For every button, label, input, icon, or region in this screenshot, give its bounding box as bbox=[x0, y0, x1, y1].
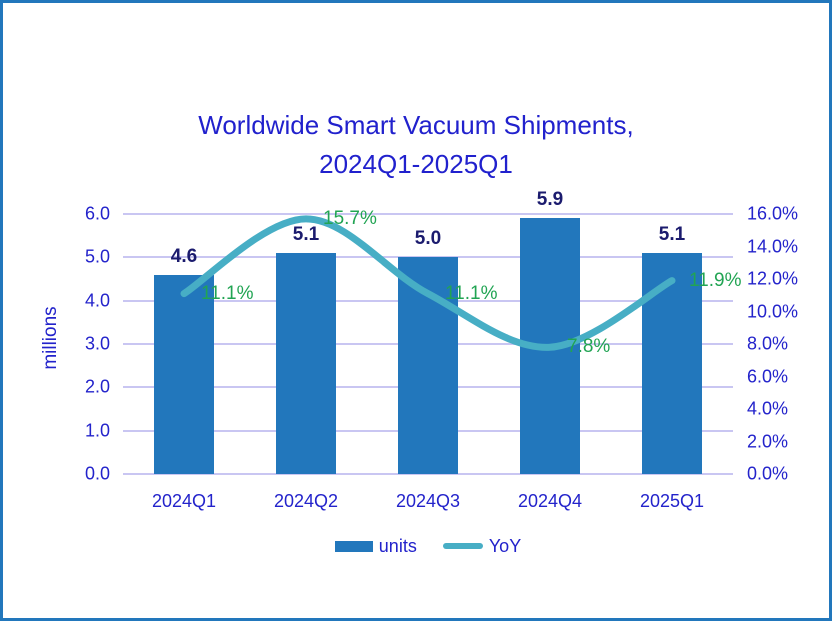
plot-area: 11.1% 15.7% 11.1% 7.8% 11.9% 4.6 5.1 5.0 5.9 5.1 bbox=[123, 190, 741, 475]
gridline bbox=[123, 213, 733, 215]
right-axis-tick-label: 12.0% bbox=[747, 268, 799, 289]
legend: units YoY bbox=[123, 534, 733, 558]
yoy-point-label: 11.9% bbox=[689, 269, 742, 291]
left-axis-tick-label: 1.0 bbox=[84, 420, 110, 441]
right-axis-tick-label: 10.0% bbox=[747, 301, 799, 321]
x-axis-tick-label: 2024Q4 bbox=[517, 491, 583, 511]
legend-swatch-yoy bbox=[442, 543, 483, 549]
yoy-point-label: 7.8% bbox=[567, 336, 611, 358]
right-axis-tick-label: 8.0% bbox=[747, 333, 789, 354]
left-axis-tick-label: 4.0 bbox=[84, 290, 110, 311]
bar bbox=[276, 253, 336, 474]
yoy-point-label: 15.7% bbox=[323, 207, 377, 229]
chart-title-line1: Worldwide Smart Vacuum Shipments, bbox=[198, 110, 634, 140]
x-axis-tick-label: 2025Q1 bbox=[639, 491, 705, 511]
left-axis-tick-label: 0.0 bbox=[84, 463, 110, 484]
legend-swatch-units bbox=[334, 540, 373, 552]
bar-value-label: 5.9 bbox=[536, 189, 564, 211]
left-axis-tick-label: 2.0 bbox=[84, 376, 110, 397]
x-axis-tick-label: 2024Q2 bbox=[273, 491, 339, 511]
chart-title-line2: 2024Q1-2025Q1 bbox=[319, 149, 513, 179]
left-axis-tick-label: 6.0 bbox=[84, 203, 110, 224]
right-axis-tick-label: 6.0% bbox=[747, 366, 789, 386]
left-axis-tick-label: 5.0 bbox=[84, 246, 110, 267]
legend-label-units: units bbox=[378, 535, 417, 556]
right-axis-tick-label: 0.0% bbox=[747, 463, 789, 484]
right-axis-tick-label: 4.0% bbox=[747, 398, 789, 419]
gridline bbox=[123, 473, 733, 475]
bar-value-label: 4.6 bbox=[170, 245, 198, 267]
legend-label-yoy: YoY bbox=[488, 535, 522, 556]
yoy-point-label: 11.1% bbox=[201, 282, 254, 304]
left-axis-title: millions bbox=[40, 306, 61, 370]
x-axis-tick-label: 2024Q3 bbox=[395, 491, 461, 511]
bar-value-label: 5.0 bbox=[414, 228, 442, 250]
chart-title: Worldwide Smart Vacuum Shipments, 2024Q1… bbox=[3, 106, 829, 184]
bar-value-label: 5.1 bbox=[658, 224, 686, 245]
bar-value-label: 5.1 bbox=[292, 224, 320, 245]
left-axis-tick-label: 3.0 bbox=[84, 333, 110, 354]
right-axis-tick-label: 14.0% bbox=[747, 236, 799, 256]
right-axis-tick-label: 16.0% bbox=[747, 203, 799, 224]
x-axis-tick-label: 2024Q1 bbox=[151, 491, 217, 511]
right-axis-tick-label: 2.0% bbox=[747, 431, 789, 451]
yoy-point-label: 11.1% bbox=[445, 282, 498, 304]
